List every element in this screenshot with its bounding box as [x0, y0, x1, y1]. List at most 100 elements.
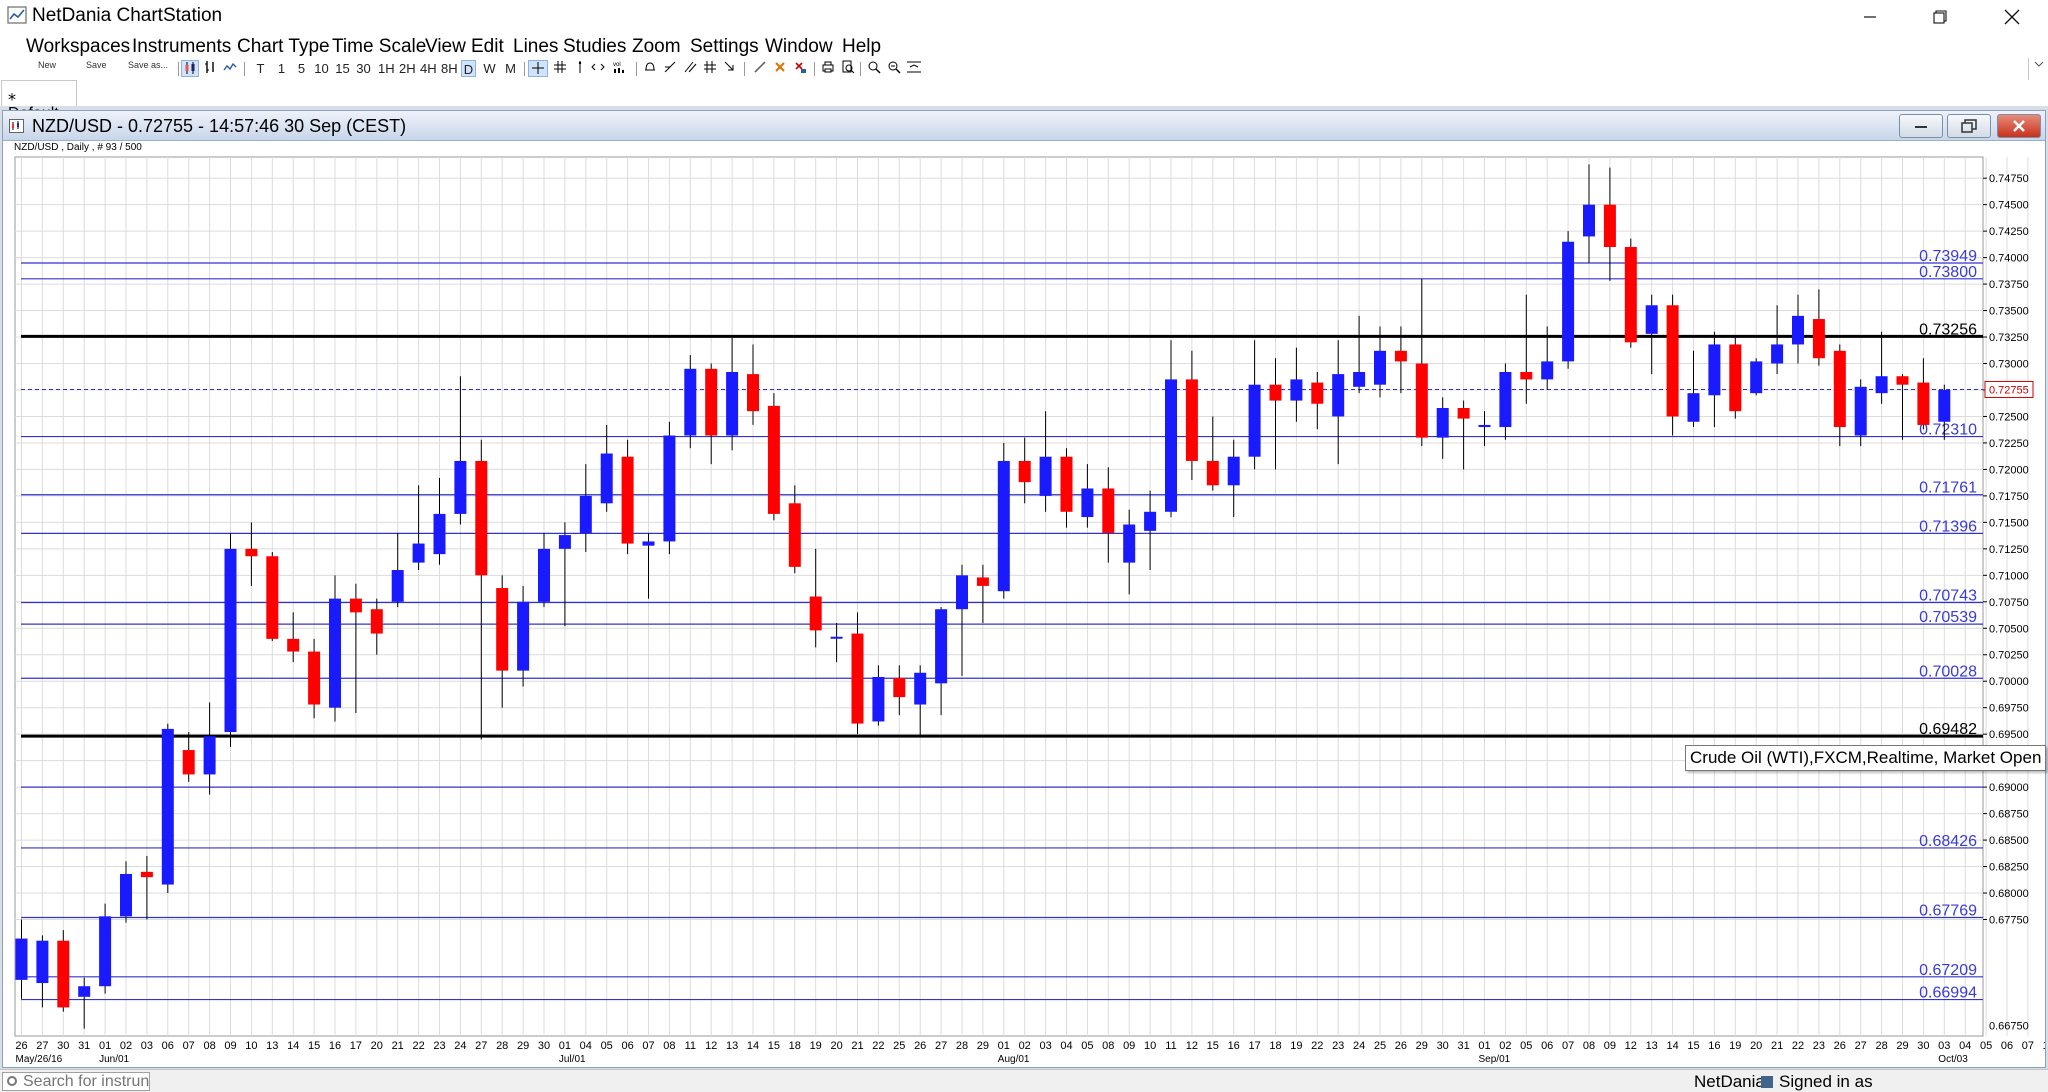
- timeframe-1h[interactable]: 1H: [378, 61, 395, 76]
- restore-button[interactable]: [1910, 0, 1970, 34]
- candle-body: [1624, 247, 1637, 343]
- menu-time-scale[interactable]: Time Scale: [332, 36, 427, 57]
- timeframe-daily[interactable]: D: [461, 60, 476, 77]
- print-button[interactable]: [820, 60, 835, 77]
- x-tick-label: 12: [705, 1040, 717, 1052]
- x-tick-label: 24: [1353, 1040, 1365, 1052]
- timeframe-1m[interactable]: 1: [277, 61, 286, 76]
- candle-body: [1687, 393, 1700, 422]
- timeframe-10m[interactable]: 10: [314, 61, 329, 76]
- channel-button[interactable]: [682, 60, 697, 77]
- menu-chart-type[interactable]: Chart Type: [237, 36, 330, 57]
- crosshair-tool-button[interactable]: [528, 60, 548, 77]
- close-button[interactable]: [1982, 0, 2042, 34]
- timeframe-15m[interactable]: 15: [335, 61, 350, 76]
- candle-body: [1081, 488, 1094, 518]
- fibonacci-button[interactable]: [702, 60, 717, 77]
- x-tick-label: 16: [329, 1040, 341, 1052]
- scroll-tool-button[interactable]: [590, 60, 606, 77]
- candle-body: [1729, 344, 1742, 412]
- candle-body: [1771, 344, 1784, 364]
- menu-studies[interactable]: Studies: [563, 36, 627, 57]
- candlestick-chart-button[interactable]: [181, 60, 199, 77]
- toolbar-overflow-button[interactable]: [2028, 58, 2048, 80]
- candle-body: [370, 609, 383, 634]
- timeframe-monthly[interactable]: M: [505, 61, 516, 76]
- x-tick-label: 28: [956, 1040, 968, 1052]
- menu-lines[interactable]: Lines: [513, 36, 559, 57]
- save-button[interactable]: Save: [86, 60, 107, 70]
- brand-label: NetDania: [1694, 1072, 1765, 1091]
- timeframe-8h[interactable]: 8H: [441, 61, 458, 76]
- x-tick-label: 18: [1269, 1040, 1281, 1052]
- channel-icon: [684, 61, 696, 73]
- x-tick-label: 05: [1081, 1040, 1093, 1052]
- chart-restore-button[interactable]: [1947, 114, 1991, 138]
- cursor-info-button[interactable]: [572, 60, 587, 77]
- x-tick-label: 29: [977, 1040, 989, 1052]
- chart-window-titlebar[interactable]: NZD/USD - 0.72755 - 14:57:46 30 Sep (CES…: [3, 111, 2045, 141]
- timeframe-tick[interactable]: T: [256, 61, 265, 76]
- line-chart-button[interactable]: [222, 60, 237, 77]
- x-tick-label: 01: [559, 1040, 571, 1052]
- menu-view[interactable]: View: [425, 36, 466, 57]
- y-tick-label: 0.72000: [1989, 464, 2029, 476]
- save-as-button[interactable]: Save as...: [128, 60, 169, 70]
- price-chart[interactable]: NZD/USD , Daily , # 93 / 500 0.739490.73…: [3, 142, 2045, 1068]
- menu-help[interactable]: Help: [842, 36, 882, 57]
- delete-drawing-button[interactable]: [772, 60, 787, 77]
- delete-all-button[interactable]: [792, 60, 807, 77]
- last-price-label: 0.72755: [1989, 384, 2029, 396]
- y-tick-label: 0.69500: [1989, 729, 2029, 741]
- new-button[interactable]: New: [38, 60, 57, 70]
- y-tick-label: 0.73250: [1989, 332, 2029, 344]
- timeframe-weekly[interactable]: W: [483, 61, 496, 76]
- menu-settings[interactable]: Settings: [690, 36, 759, 57]
- chart-minimize-button[interactable]: [1899, 114, 1943, 138]
- menu-workspaces[interactable]: Workspaces: [26, 36, 131, 57]
- draw-line-button[interactable]: [752, 60, 767, 77]
- menu-zoom[interactable]: Zoom: [632, 36, 681, 57]
- print-preview-button[interactable]: [840, 60, 855, 77]
- volume-button[interactable]: vol: [612, 60, 628, 77]
- y-tick-label: 0.68500: [1989, 835, 2029, 847]
- x-tick-label: 05: [1520, 1040, 1532, 1052]
- fibonacci-icon: [703, 61, 716, 73]
- menu-edit[interactable]: Edit: [471, 36, 504, 57]
- timeframe-5m[interactable]: 5: [297, 61, 306, 76]
- arrow-tool-button[interactable]: [722, 60, 737, 77]
- grid-tool-button[interactable]: [552, 60, 567, 77]
- candle-body: [684, 368, 697, 436]
- zoom-out-button[interactable]: [886, 60, 901, 77]
- close-icon: [2004, 9, 2020, 25]
- candle-body: [830, 636, 843, 639]
- candle-body: [1415, 363, 1428, 438]
- x-tick-label: 24: [454, 1040, 466, 1052]
- zoom-in-button[interactable]: [866, 60, 881, 77]
- candle-body: [78, 986, 91, 997]
- workspace-tab-default[interactable]: ⁎ Default: [1, 80, 77, 122]
- candle-body: [57, 940, 70, 1008]
- minimize-button[interactable]: [1840, 0, 1900, 34]
- candle-body: [1833, 350, 1846, 428]
- toolbar: New Save Save as... T 1 5 10 15 30 1H 2H…: [0, 58, 2048, 80]
- alert-button[interactable]: [642, 60, 657, 77]
- timeframe-2h[interactable]: 2H: [399, 61, 416, 76]
- chart-close-button[interactable]: [1997, 114, 2041, 138]
- timeframe-30m[interactable]: 30: [356, 61, 371, 76]
- candle-body: [705, 368, 718, 436]
- menu-window[interactable]: Window: [765, 36, 833, 57]
- timeframe-4h[interactable]: 4H: [420, 61, 437, 76]
- bell-icon: [644, 62, 655, 71]
- bar-chart-button[interactable]: [202, 60, 217, 77]
- candle-body: [245, 548, 258, 557]
- menu-instruments[interactable]: Instruments: [132, 36, 232, 57]
- candle-body: [1750, 361, 1763, 394]
- x-tick-label: 08: [1102, 1040, 1114, 1052]
- trendline-button[interactable]: [662, 60, 677, 77]
- x-tick-label: 10: [1144, 1040, 1156, 1052]
- candle-body: [893, 678, 906, 698]
- zoom-fit-button[interactable]: [906, 60, 922, 77]
- instrument-search-box[interactable]: [2, 1072, 150, 1091]
- instrument-search-input[interactable]: [3, 1073, 149, 1091]
